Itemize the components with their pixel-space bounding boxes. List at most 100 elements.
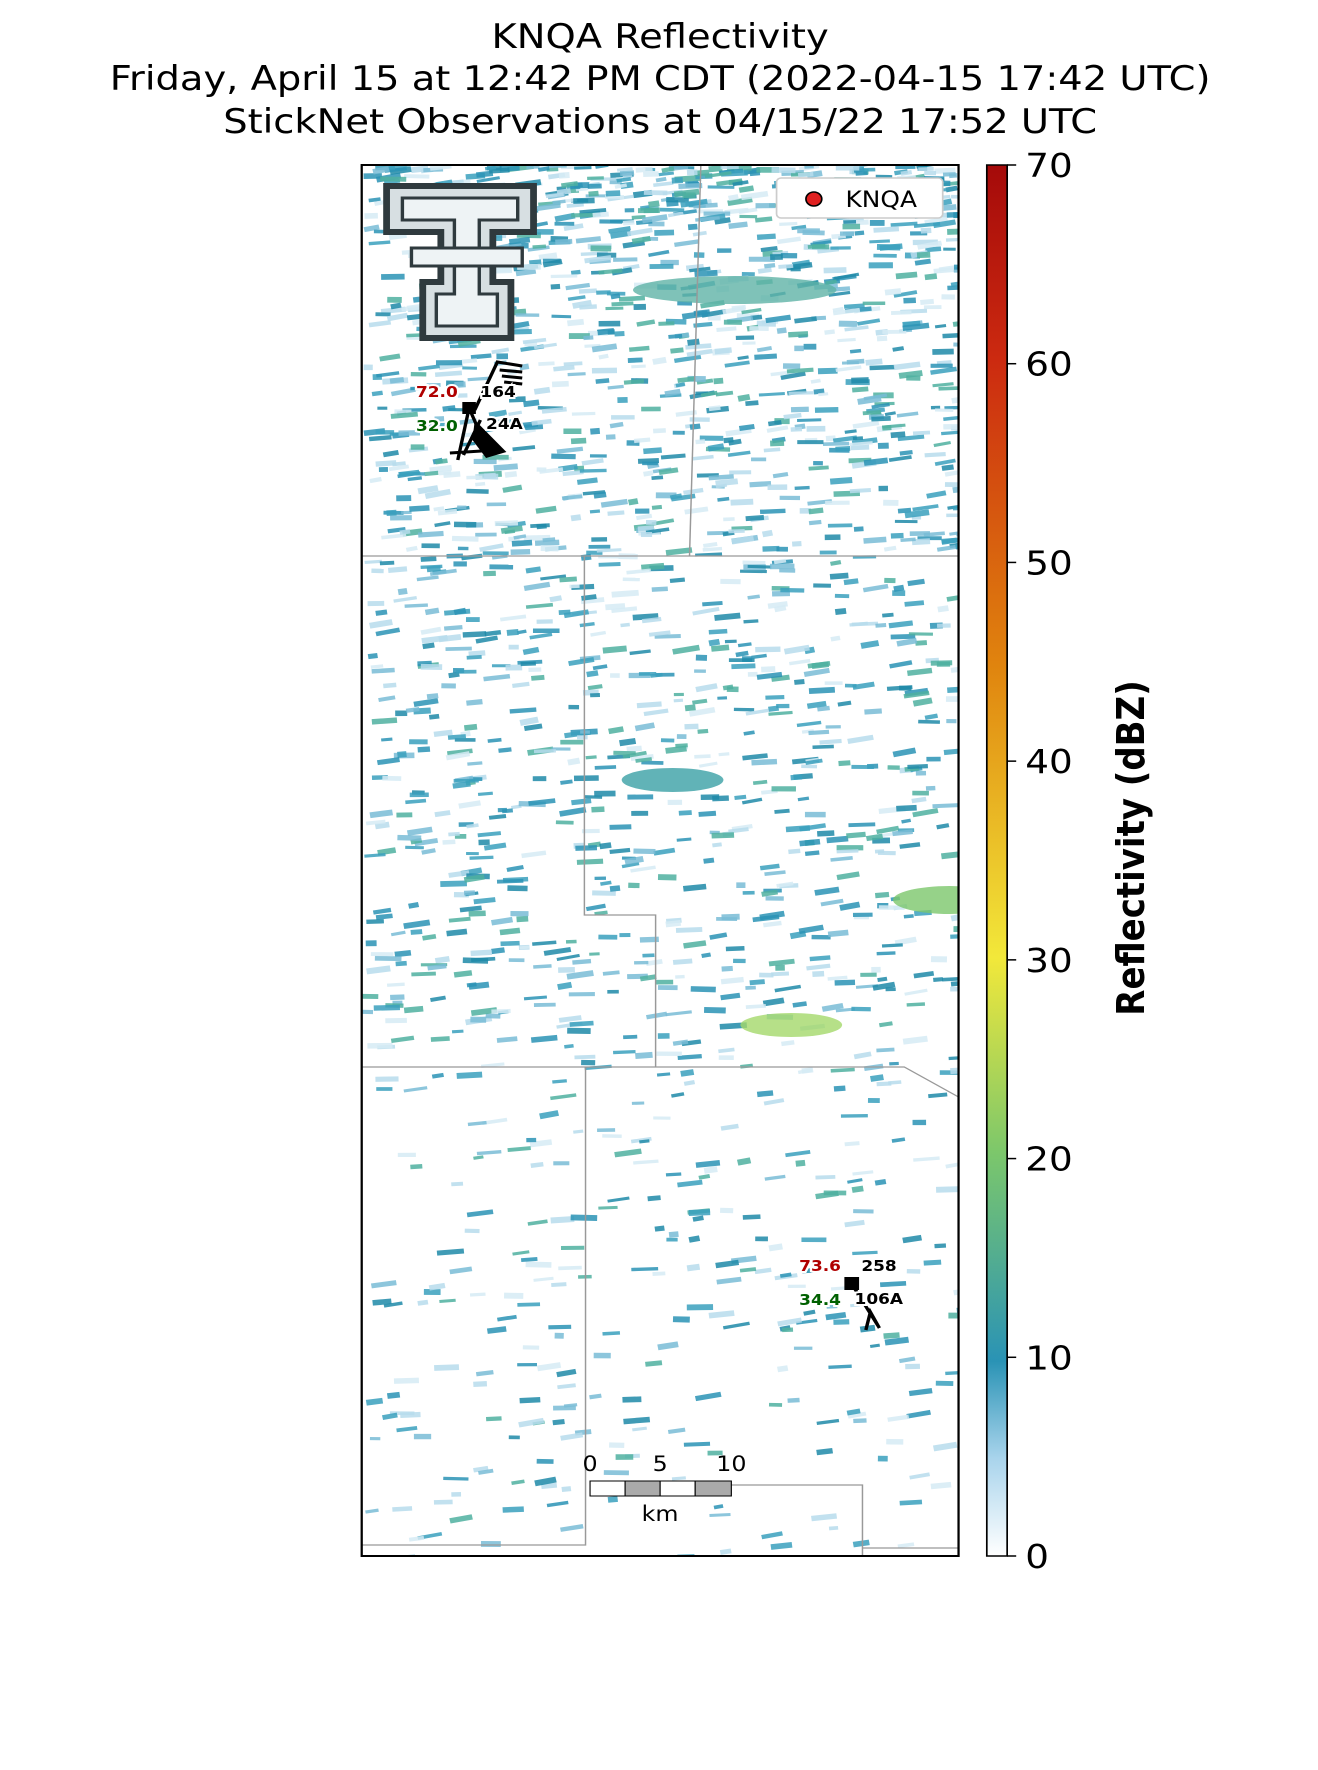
echo — [884, 288, 902, 296]
echo — [443, 624, 463, 631]
echo — [520, 1257, 538, 1263]
echo — [918, 719, 940, 724]
echo — [724, 207, 749, 215]
echo — [533, 221, 549, 228]
echo — [731, 304, 747, 311]
echo — [761, 1531, 783, 1540]
echo — [643, 171, 659, 178]
echo — [742, 560, 766, 565]
echo — [905, 1363, 921, 1370]
echo — [747, 594, 761, 600]
echo — [790, 774, 803, 781]
echo — [660, 259, 679, 266]
echo — [838, 760, 851, 767]
echo — [631, 235, 651, 245]
echo — [390, 1035, 415, 1044]
echo — [600, 498, 628, 508]
echo — [924, 216, 948, 225]
echo — [874, 891, 890, 899]
echo — [631, 810, 649, 816]
echo — [710, 644, 730, 652]
echo — [411, 971, 436, 977]
echo — [865, 358, 883, 366]
echo — [818, 392, 829, 397]
echo — [781, 1040, 795, 1047]
echo — [591, 806, 605, 813]
echo — [727, 194, 739, 202]
echo — [554, 221, 575, 226]
echo — [410, 371, 427, 377]
echo — [508, 410, 523, 416]
echo — [952, 505, 959, 511]
echo — [654, 229, 675, 236]
echo — [581, 1059, 596, 1066]
echo — [609, 1442, 625, 1448]
echo — [897, 1542, 915, 1549]
echo — [695, 683, 718, 693]
echo — [890, 532, 904, 539]
echo — [704, 171, 732, 179]
echo — [430, 995, 447, 1002]
echo — [937, 623, 951, 628]
echo — [551, 1282, 567, 1287]
echo — [848, 822, 876, 828]
echo — [641, 760, 664, 765]
echo — [483, 842, 507, 851]
echo — [579, 304, 597, 310]
echo — [527, 1219, 548, 1226]
echo — [536, 1458, 554, 1464]
echo — [670, 347, 684, 354]
echo — [533, 1276, 554, 1282]
echo — [676, 734, 687, 740]
echo — [659, 207, 685, 213]
echo — [642, 461, 658, 466]
echo — [807, 243, 826, 249]
title: KNQA Reflectivity — [492, 16, 829, 56]
echo — [957, 332, 959, 341]
echo — [581, 828, 600, 834]
echo — [755, 646, 781, 653]
echo — [397, 588, 408, 596]
echo — [575, 845, 598, 851]
echo — [869, 220, 885, 226]
echo — [532, 940, 557, 946]
echo — [480, 1540, 501, 1548]
temperature: 73.6 — [799, 1257, 841, 1275]
echo — [884, 411, 896, 417]
echo — [570, 269, 581, 276]
echo — [549, 595, 563, 603]
echo — [846, 1408, 861, 1416]
echo — [651, 475, 664, 480]
echo — [409, 739, 428, 745]
echo — [555, 820, 574, 825]
echo — [551, 380, 569, 388]
echo — [916, 165, 941, 169]
echo — [736, 1157, 752, 1166]
echo — [426, 382, 441, 388]
echo — [844, 1141, 860, 1147]
echo — [470, 1016, 487, 1023]
echo — [633, 1159, 659, 1165]
echo — [695, 654, 708, 661]
echo — [926, 756, 941, 762]
echo — [668, 1231, 679, 1238]
echo — [611, 606, 638, 613]
echo — [594, 790, 616, 797]
echo — [852, 436, 864, 441]
echo — [512, 445, 536, 452]
echo — [707, 443, 725, 452]
echo — [747, 671, 758, 677]
echo — [628, 882, 640, 889]
echo — [814, 406, 839, 413]
echo — [473, 1465, 489, 1473]
echo — [505, 664, 523, 671]
echo — [828, 1526, 839, 1531]
echo — [883, 545, 897, 552]
echo — [666, 197, 689, 203]
echo — [873, 253, 897, 258]
echo — [584, 795, 603, 799]
echo — [950, 913, 959, 922]
echo — [586, 670, 599, 678]
echo — [708, 165, 723, 173]
echo — [889, 1061, 899, 1066]
